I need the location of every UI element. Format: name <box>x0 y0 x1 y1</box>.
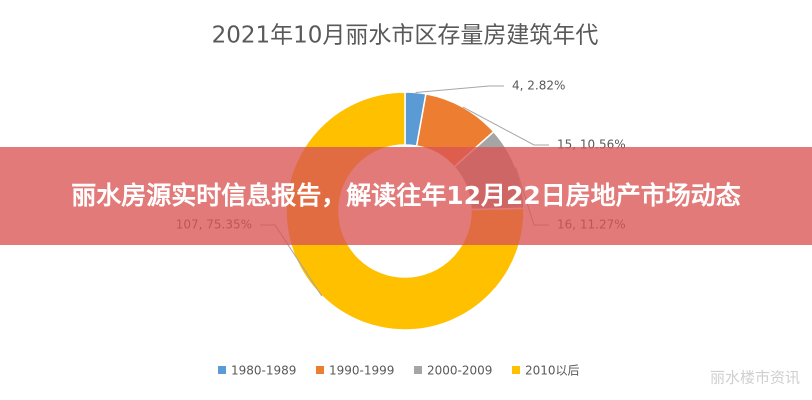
legend-label: 2000-2009 <box>427 364 492 378</box>
chart-title: 2021年10月丽水市区存量房建筑年代 <box>212 23 599 49</box>
legend-label: 1980-1989 <box>231 364 296 378</box>
legend-label: 1990-1999 <box>329 364 394 378</box>
legend-swatch <box>218 366 226 374</box>
legend-label: 2010以后 <box>525 364 580 378</box>
legend-swatch <box>414 366 422 374</box>
overlay-banner: 丽水房源实时信息报告，解读往年12月22日房地产市场动态 <box>0 147 812 245</box>
legend-swatch <box>316 366 324 374</box>
legend-swatch <box>512 366 520 374</box>
overlay-title: 丽水房源实时信息报告，解读往年12月22日房地产市场动态 <box>71 181 741 210</box>
leader-line <box>462 106 549 146</box>
leader-line <box>415 85 504 93</box>
data-label: 4, 2.82% <box>512 79 565 93</box>
watermark: 丽水楼市资讯 <box>710 369 800 387</box>
